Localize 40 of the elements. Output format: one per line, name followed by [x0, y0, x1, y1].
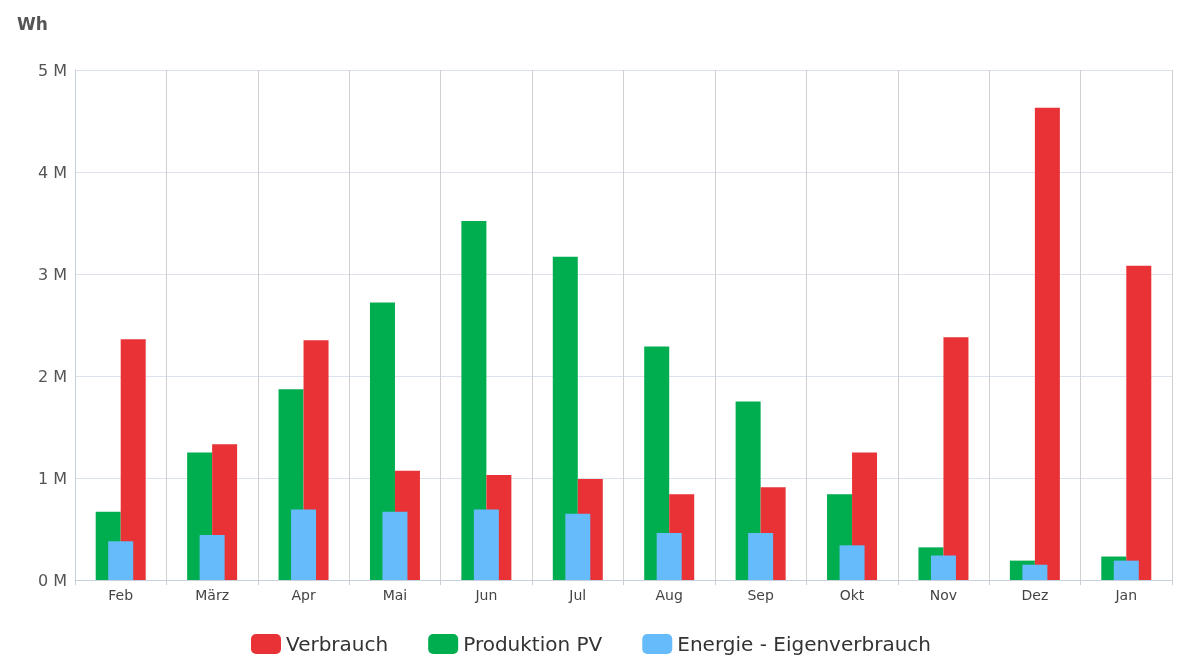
y-axis-title: Wh: [17, 13, 48, 34]
bar: [943, 337, 969, 580]
y-tick-label: 3 M: [37, 264, 67, 284]
bar: [199, 535, 225, 580]
x-tick-label: Jan: [1114, 587, 1138, 603]
legend-label: Verbrauch: [286, 632, 389, 656]
bar: [930, 555, 956, 580]
x-tick-label: Jun: [474, 587, 498, 603]
bar: [748, 533, 774, 580]
bar: [644, 346, 670, 580]
y-tick-label: 4 M: [37, 162, 67, 182]
x-tick-label: Aug: [655, 587, 683, 603]
legend-label: Energie - Eigenverbrauch: [677, 632, 931, 656]
bar: [565, 513, 591, 580]
y-tick-label: 0 M: [37, 570, 67, 590]
y-tick-label: 2 M: [37, 366, 67, 386]
x-tick-label: Okt: [839, 587, 865, 603]
bar: [382, 511, 408, 580]
bar: [291, 509, 317, 580]
bar: [1126, 265, 1152, 580]
bar: [1022, 564, 1048, 580]
y-tick-label: 1 M: [37, 468, 67, 488]
x-tick-label: Mai: [382, 587, 408, 603]
x-tick-label: Nov: [929, 587, 958, 603]
y-tick-label: 5 M: [37, 60, 67, 80]
bar: [461, 220, 487, 580]
x-tick-label: Feb: [108, 587, 134, 603]
x-tick-label: Jul: [568, 587, 587, 603]
x-tick-label: Dez: [1021, 587, 1049, 603]
legend-label: Produktion PV: [463, 632, 603, 656]
bar: [473, 509, 499, 580]
x-tick-label: Apr: [291, 587, 316, 603]
bar: [656, 533, 682, 580]
bar: [1113, 560, 1139, 580]
bar: [120, 339, 146, 580]
bar: [108, 541, 134, 580]
bar: [839, 545, 865, 580]
bar: [1034, 107, 1060, 580]
x-tick-label: März: [195, 587, 230, 603]
x-tick-label: Sep: [747, 587, 774, 603]
